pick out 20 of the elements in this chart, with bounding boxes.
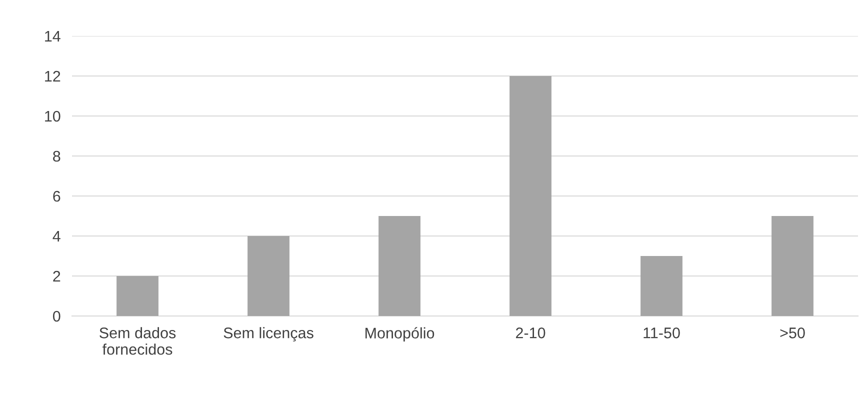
x-tick-label: Monopólio <box>366 327 434 342</box>
bar <box>248 236 290 316</box>
y-tick-label: 8 <box>53 150 60 162</box>
y-tick-label: 12 <box>45 70 60 82</box>
y-tick-label: 6 <box>53 190 60 202</box>
y-tick-label: 0 <box>52 310 60 322</box>
x-tick-label: >50 <box>780 328 805 338</box>
x-tick-label: Sem licenças <box>224 327 314 342</box>
x-tick-label: 2-10 <box>516 328 546 338</box>
bar <box>772 216 814 316</box>
bar <box>640 256 682 316</box>
x-tick-label: 11-50 <box>644 328 680 338</box>
bar <box>378 216 420 316</box>
y-tick-label: 10 <box>45 110 60 122</box>
y-tick-label: 4 <box>52 231 60 242</box>
bar <box>510 76 552 316</box>
y-tick-label: 14 <box>45 31 60 42</box>
bar <box>116 276 158 316</box>
x-tick-label: Sem dados fornecidos <box>100 327 176 355</box>
y-tick-label: 2 <box>53 270 60 282</box>
